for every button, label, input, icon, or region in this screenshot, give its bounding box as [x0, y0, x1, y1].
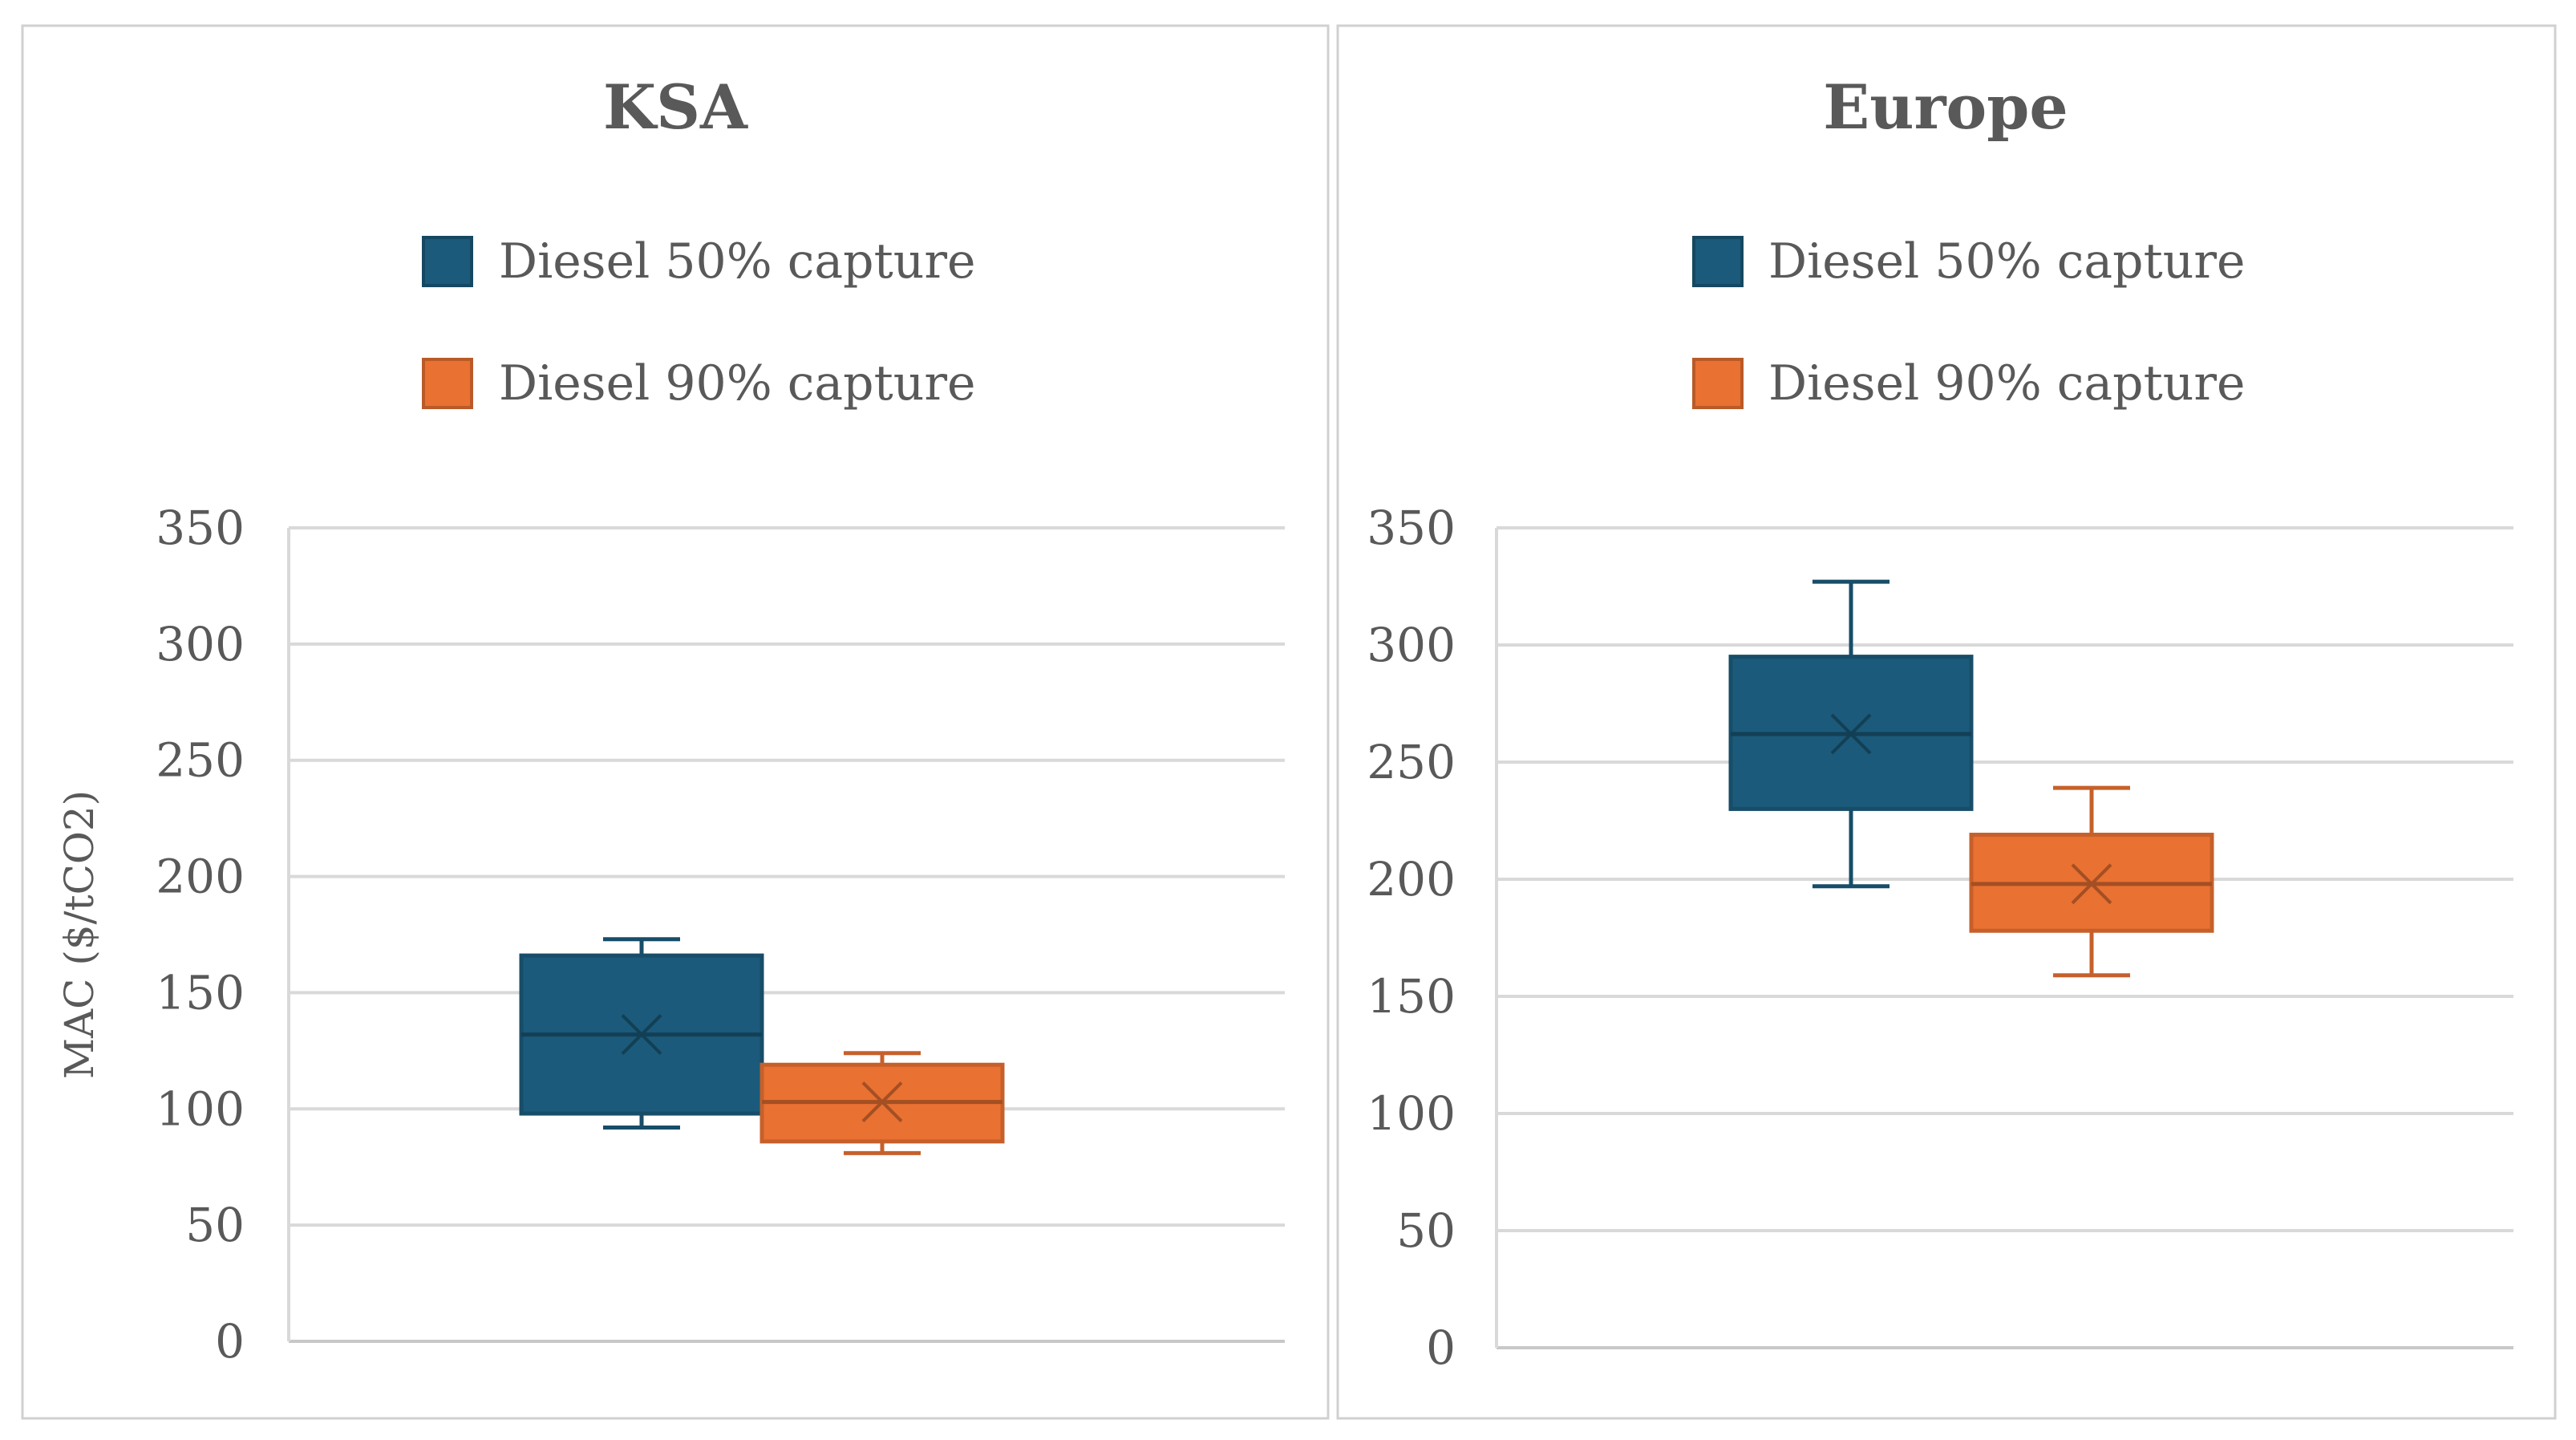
legend-label-2: Diesel 90% capture: [1768, 355, 2246, 412]
legend-swatch-1: [422, 236, 473, 287]
y-tick-label: 300: [1367, 618, 1456, 672]
y-axis-label: MAC ($/tCO2): [56, 790, 103, 1079]
legend-swatch-2: [422, 358, 473, 409]
y-tick-label: 350: [156, 501, 245, 555]
y-tick-label: 150: [1367, 969, 1456, 1024]
legend-label-1: Diesel 50% capture: [1768, 233, 2246, 290]
mean-marker: [1830, 713, 1872, 755]
box-diesel-90: [1969, 785, 2214, 978]
legend-swatch-2: [1692, 358, 1744, 409]
chart-title: Europe: [1823, 71, 2068, 143]
legend-label-1: Diesel 50% capture: [499, 233, 976, 290]
chart-panel-europe: Europe Diesel 50% capture Diesel 90% captu…: [1336, 24, 2557, 1420]
y-tick-label: 250: [1367, 735, 1456, 789]
y-tick-label: 50: [1396, 1203, 1456, 1258]
y-tick-label: 200: [1367, 852, 1456, 907]
y-tick-label: 100: [156, 1081, 245, 1136]
mean-marker: [621, 1014, 662, 1055]
y-tick-label: 0: [215, 1314, 245, 1369]
chart-title: KSA: [603, 71, 748, 143]
legend-label-2: Diesel 90% capture: [499, 355, 976, 412]
y-tick-label: 0: [1426, 1320, 1456, 1375]
y-tick-label: 250: [156, 733, 245, 788]
y-tick-label: 150: [156, 965, 245, 1020]
box-diesel-50: [519, 937, 764, 1130]
mean-marker: [2071, 863, 2112, 905]
panel-border: [21, 24, 1330, 1420]
box-diesel-50: [1728, 579, 1974, 889]
box-diesel-90: [759, 1051, 1005, 1155]
legend-swatch-1: [1692, 236, 1744, 287]
mean-marker: [861, 1081, 903, 1123]
y-tick-label: 100: [1367, 1086, 1456, 1141]
y-tick-label: 200: [156, 850, 245, 904]
y-tick-label: 50: [185, 1198, 245, 1252]
y-tick-label: 350: [1367, 501, 1456, 555]
chart-panel-ksa: KSA Diesel 50% capture Diesel 90% capture 0…: [21, 24, 1330, 1420]
y-tick-label: 300: [156, 617, 245, 671]
